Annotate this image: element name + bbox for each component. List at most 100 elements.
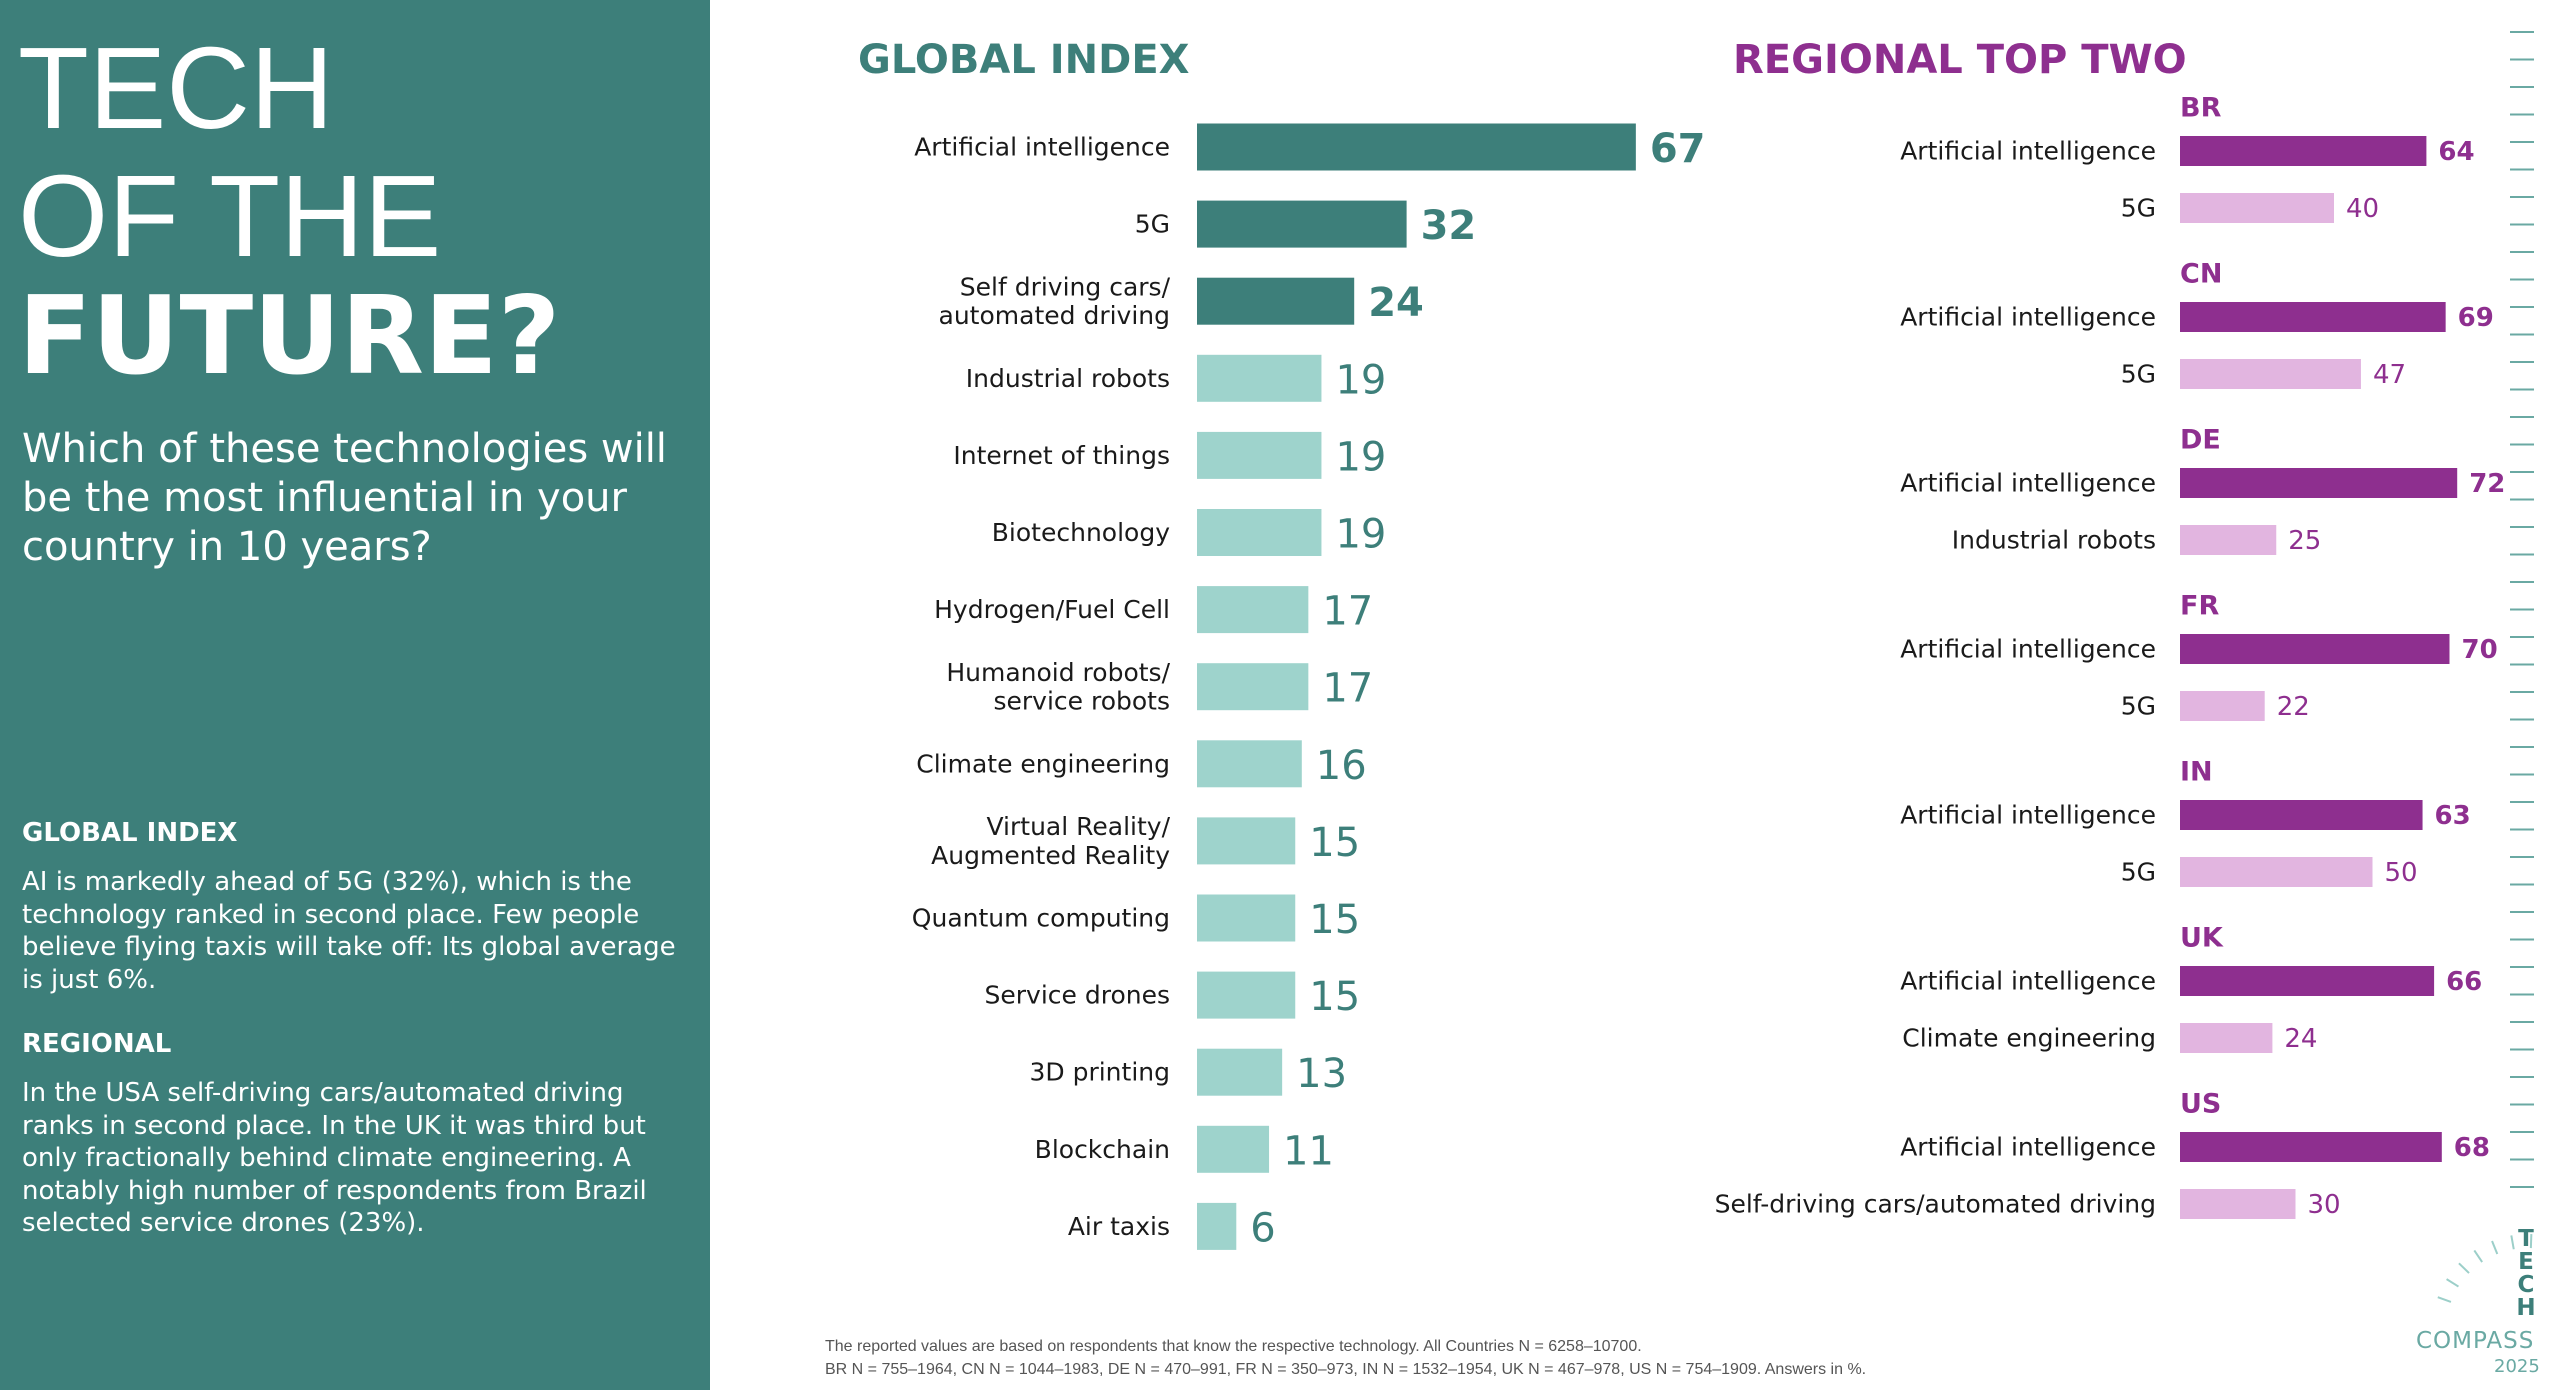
global-category-label: Virtual Reality/Augmented Reality xyxy=(931,812,1170,870)
region-code-label: US xyxy=(2180,1089,2221,1120)
global-category-label: Climate engineering xyxy=(916,749,1170,778)
regional-heading: REGIONAL xyxy=(22,1029,172,1059)
sidebar-panel: TECH OF THE FUTURE? Which of these techn… xyxy=(0,0,710,1390)
regional-bar xyxy=(2180,1189,2296,1219)
compass-tick xyxy=(2473,1249,2483,1263)
global-value-label: 13 xyxy=(1296,1051,1347,1097)
brand-year: 2025 xyxy=(2494,1356,2540,1377)
region-code-label: IN xyxy=(2180,757,2213,788)
global-value-label: 6 xyxy=(1250,1205,1275,1251)
global-value-label: 19 xyxy=(1335,512,1386,558)
global-value-label: 19 xyxy=(1335,357,1386,403)
global-index-text: AI is markedly ahead of 5G (32%), which … xyxy=(22,867,676,995)
regional-category-label: Self-driving cars/automated driving xyxy=(1715,1190,2156,1219)
regional-value-label: 22 xyxy=(2277,692,2310,722)
regional-bar xyxy=(2180,193,2334,223)
regional-value-label: 63 xyxy=(2435,801,2471,831)
global-bar xyxy=(1197,817,1296,865)
global-bar xyxy=(1197,663,1309,711)
regional-category-label: Artificial intelligence xyxy=(1900,469,2156,498)
global-bar xyxy=(1197,123,1636,171)
global-value-label: 15 xyxy=(1309,820,1360,866)
brand-letter: E xyxy=(2518,1249,2534,1275)
regional-category-label: 5G xyxy=(2121,858,2156,887)
regional-category-label: Artificial intelligence xyxy=(1900,635,2156,664)
regional-category-label: Artificial intelligence xyxy=(1900,1133,2156,1162)
global-bar xyxy=(1197,586,1309,634)
title-line-2: OF THE xyxy=(18,151,442,281)
global-value-label: 32 xyxy=(1421,203,1477,249)
regional-bar xyxy=(2180,634,2450,664)
regional-value-label: 24 xyxy=(2284,1024,2317,1054)
regional-category-label: 5G xyxy=(2121,194,2156,223)
global-bar xyxy=(1197,740,1302,788)
region-code-label: CN xyxy=(2180,259,2222,290)
regional-bar xyxy=(2180,966,2435,996)
global-bar xyxy=(1197,509,1322,556)
region-code-label: UK xyxy=(2180,923,2224,954)
regional-text: In the USA self-driving cars/automated d… xyxy=(22,1078,647,1238)
compass-tick xyxy=(2458,1262,2470,1274)
global-index-heading: GLOBAL INDEX xyxy=(22,818,238,848)
footnote: The reported values are based on respond… xyxy=(825,1335,1866,1381)
brand-logo-letters: T E C H xyxy=(2511,1228,2541,1320)
regional-bar xyxy=(2180,359,2361,389)
regional-category-label: 5G xyxy=(2121,360,2156,389)
global-category-label: Industrial robots xyxy=(966,364,1170,393)
regional-bar xyxy=(2180,857,2373,887)
global-value-label: 19 xyxy=(1335,434,1386,480)
regional-bar xyxy=(2180,525,2277,555)
global-category-label: 5G xyxy=(1135,210,1170,239)
global-bar xyxy=(1197,200,1407,248)
regional-value-label: 25 xyxy=(2288,526,2321,556)
regional-category-label: Climate engineering xyxy=(1902,1024,2156,1053)
footnote-line-1: The reported values are based on respond… xyxy=(825,1338,1642,1355)
regional-value-label: 64 xyxy=(2438,137,2474,167)
global-category-label: Air taxis xyxy=(1068,1212,1170,1241)
regional-value-label: 69 xyxy=(2458,303,2494,333)
compass-tick xyxy=(2491,1240,2499,1255)
regional-category-label: Artificial intelligence xyxy=(1900,801,2156,830)
survey-question: Which of these technologies will be the … xyxy=(22,426,667,570)
compass-tick xyxy=(2510,1235,2515,1250)
footnote-line-2: BR N = 755–1964, CN N = 1044–1983, DE N … xyxy=(825,1361,1867,1378)
region-code-label: BR xyxy=(2180,93,2222,124)
global-bar xyxy=(1197,354,1322,402)
global-bar xyxy=(1197,1125,1270,1173)
global-category-label: Internet of things xyxy=(953,441,1170,470)
compass-tick xyxy=(2437,1296,2452,1303)
global-category-label: Artificial intelligence xyxy=(914,133,1170,162)
global-bar xyxy=(1197,971,1296,1019)
global-value-label: 17 xyxy=(1322,666,1373,712)
global-index-title: GLOBAL INDEX xyxy=(858,37,1190,83)
regional-value-label: 50 xyxy=(2385,858,2418,888)
global-category-label: Self driving cars/automated driving xyxy=(939,272,1171,330)
global-category-label: 3D printing xyxy=(1029,1058,1170,1087)
regional-bar xyxy=(2180,691,2265,721)
global-value-label: 67 xyxy=(1650,126,1706,172)
regional-value-label: 68 xyxy=(2454,1133,2490,1163)
global-category-label: Biotechnology xyxy=(992,518,1170,547)
global-value-label: 15 xyxy=(1309,897,1360,943)
regional-title: REGIONAL TOP TWO xyxy=(1733,37,2187,83)
global-value-label: 24 xyxy=(1368,280,1424,326)
global-bar xyxy=(1197,1048,1283,1096)
regional-value-label: 40 xyxy=(2346,194,2379,224)
title-line-3: FUTURE? xyxy=(18,274,561,399)
global-category-label: Hydrogen/Fuel Cell xyxy=(934,595,1170,624)
global-value-label: 11 xyxy=(1283,1128,1334,1174)
region-code-label: DE xyxy=(2180,425,2221,456)
regional-category-label: Artificial intelligence xyxy=(1900,137,2156,166)
global-value-label: 16 xyxy=(1316,743,1367,789)
brand-name: COMPASS xyxy=(2416,1328,2535,1354)
regional-bar xyxy=(2180,136,2427,166)
regional-value-label: 70 xyxy=(2462,635,2498,665)
global-value-label: 17 xyxy=(1322,589,1373,635)
global-value-label: 15 xyxy=(1309,974,1360,1020)
global-category-label: Blockchain xyxy=(1035,1135,1170,1164)
regional-bar xyxy=(2180,800,2423,830)
regional-category-label: Industrial robots xyxy=(1952,526,2156,555)
global-category-label: Service drones xyxy=(985,981,1171,1010)
region-code-label: FR xyxy=(2180,591,2219,622)
brand-letter: T xyxy=(2518,1226,2534,1252)
